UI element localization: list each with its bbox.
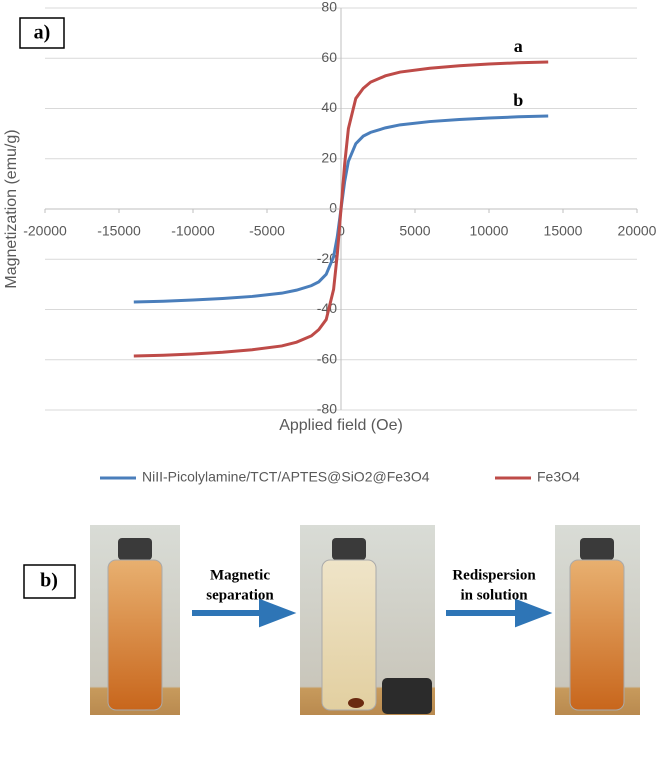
vial-cap <box>118 538 152 560</box>
x-tick-label: 10000 <box>470 223 509 239</box>
step-label: in solution <box>460 587 528 603</box>
step-label: Redispersion <box>452 567 536 583</box>
magnet <box>382 678 432 714</box>
y-axis-label: Magnetization (emu/g) <box>3 129 20 288</box>
x-tick-label: -15000 <box>97 223 141 239</box>
panel-label-box <box>23 564 76 599</box>
vial <box>107 559 163 711</box>
arrow <box>446 598 553 628</box>
curve-annotation: a <box>514 36 523 56</box>
magnetic-particles <box>348 698 364 708</box>
photo-panel: b) Magnetic separation Redispersion in s… <box>23 525 640 715</box>
panel-label: a) <box>34 22 51 44</box>
y-tick-label: 0 <box>329 200 337 216</box>
x-tick-label: 20000 <box>618 223 657 239</box>
y-tick-label: 20 <box>321 149 337 165</box>
legend-label: Fe3O4 <box>537 469 580 485</box>
x-axis-label: Applied field (Oe) <box>279 417 403 434</box>
vial-cap <box>580 538 614 560</box>
series-line <box>133 60 549 358</box>
curve-annotation: b <box>513 90 523 110</box>
y-tick-label: -40 <box>317 300 337 316</box>
panel-label-box <box>19 17 65 49</box>
step-label: Magnetic <box>210 567 270 583</box>
x-tick-label: -5000 <box>249 223 285 239</box>
x-tick-label: 0 <box>337 223 345 239</box>
y-tick-label: 60 <box>321 49 337 65</box>
vial <box>321 559 377 711</box>
x-tick-label: 5000 <box>399 223 430 239</box>
y-tick-label: 40 <box>321 99 337 115</box>
arrow <box>192 598 297 628</box>
legend-label: NiII-Picolylamine/TCT/APTES@SiO2@Fe3O4 <box>142 469 430 485</box>
x-tick-label: 15000 <box>544 223 583 239</box>
y-tick-label: 80 <box>321 0 337 15</box>
panel-label: b) <box>40 570 58 592</box>
y-tick-label: -60 <box>317 350 337 366</box>
vial-cap <box>332 538 366 560</box>
x-tick-label: -10000 <box>171 223 215 239</box>
x-tick-label: -20000 <box>23 223 67 239</box>
y-tick-label: -80 <box>317 401 337 417</box>
vial <box>569 559 625 711</box>
step-label: separation <box>206 587 274 603</box>
